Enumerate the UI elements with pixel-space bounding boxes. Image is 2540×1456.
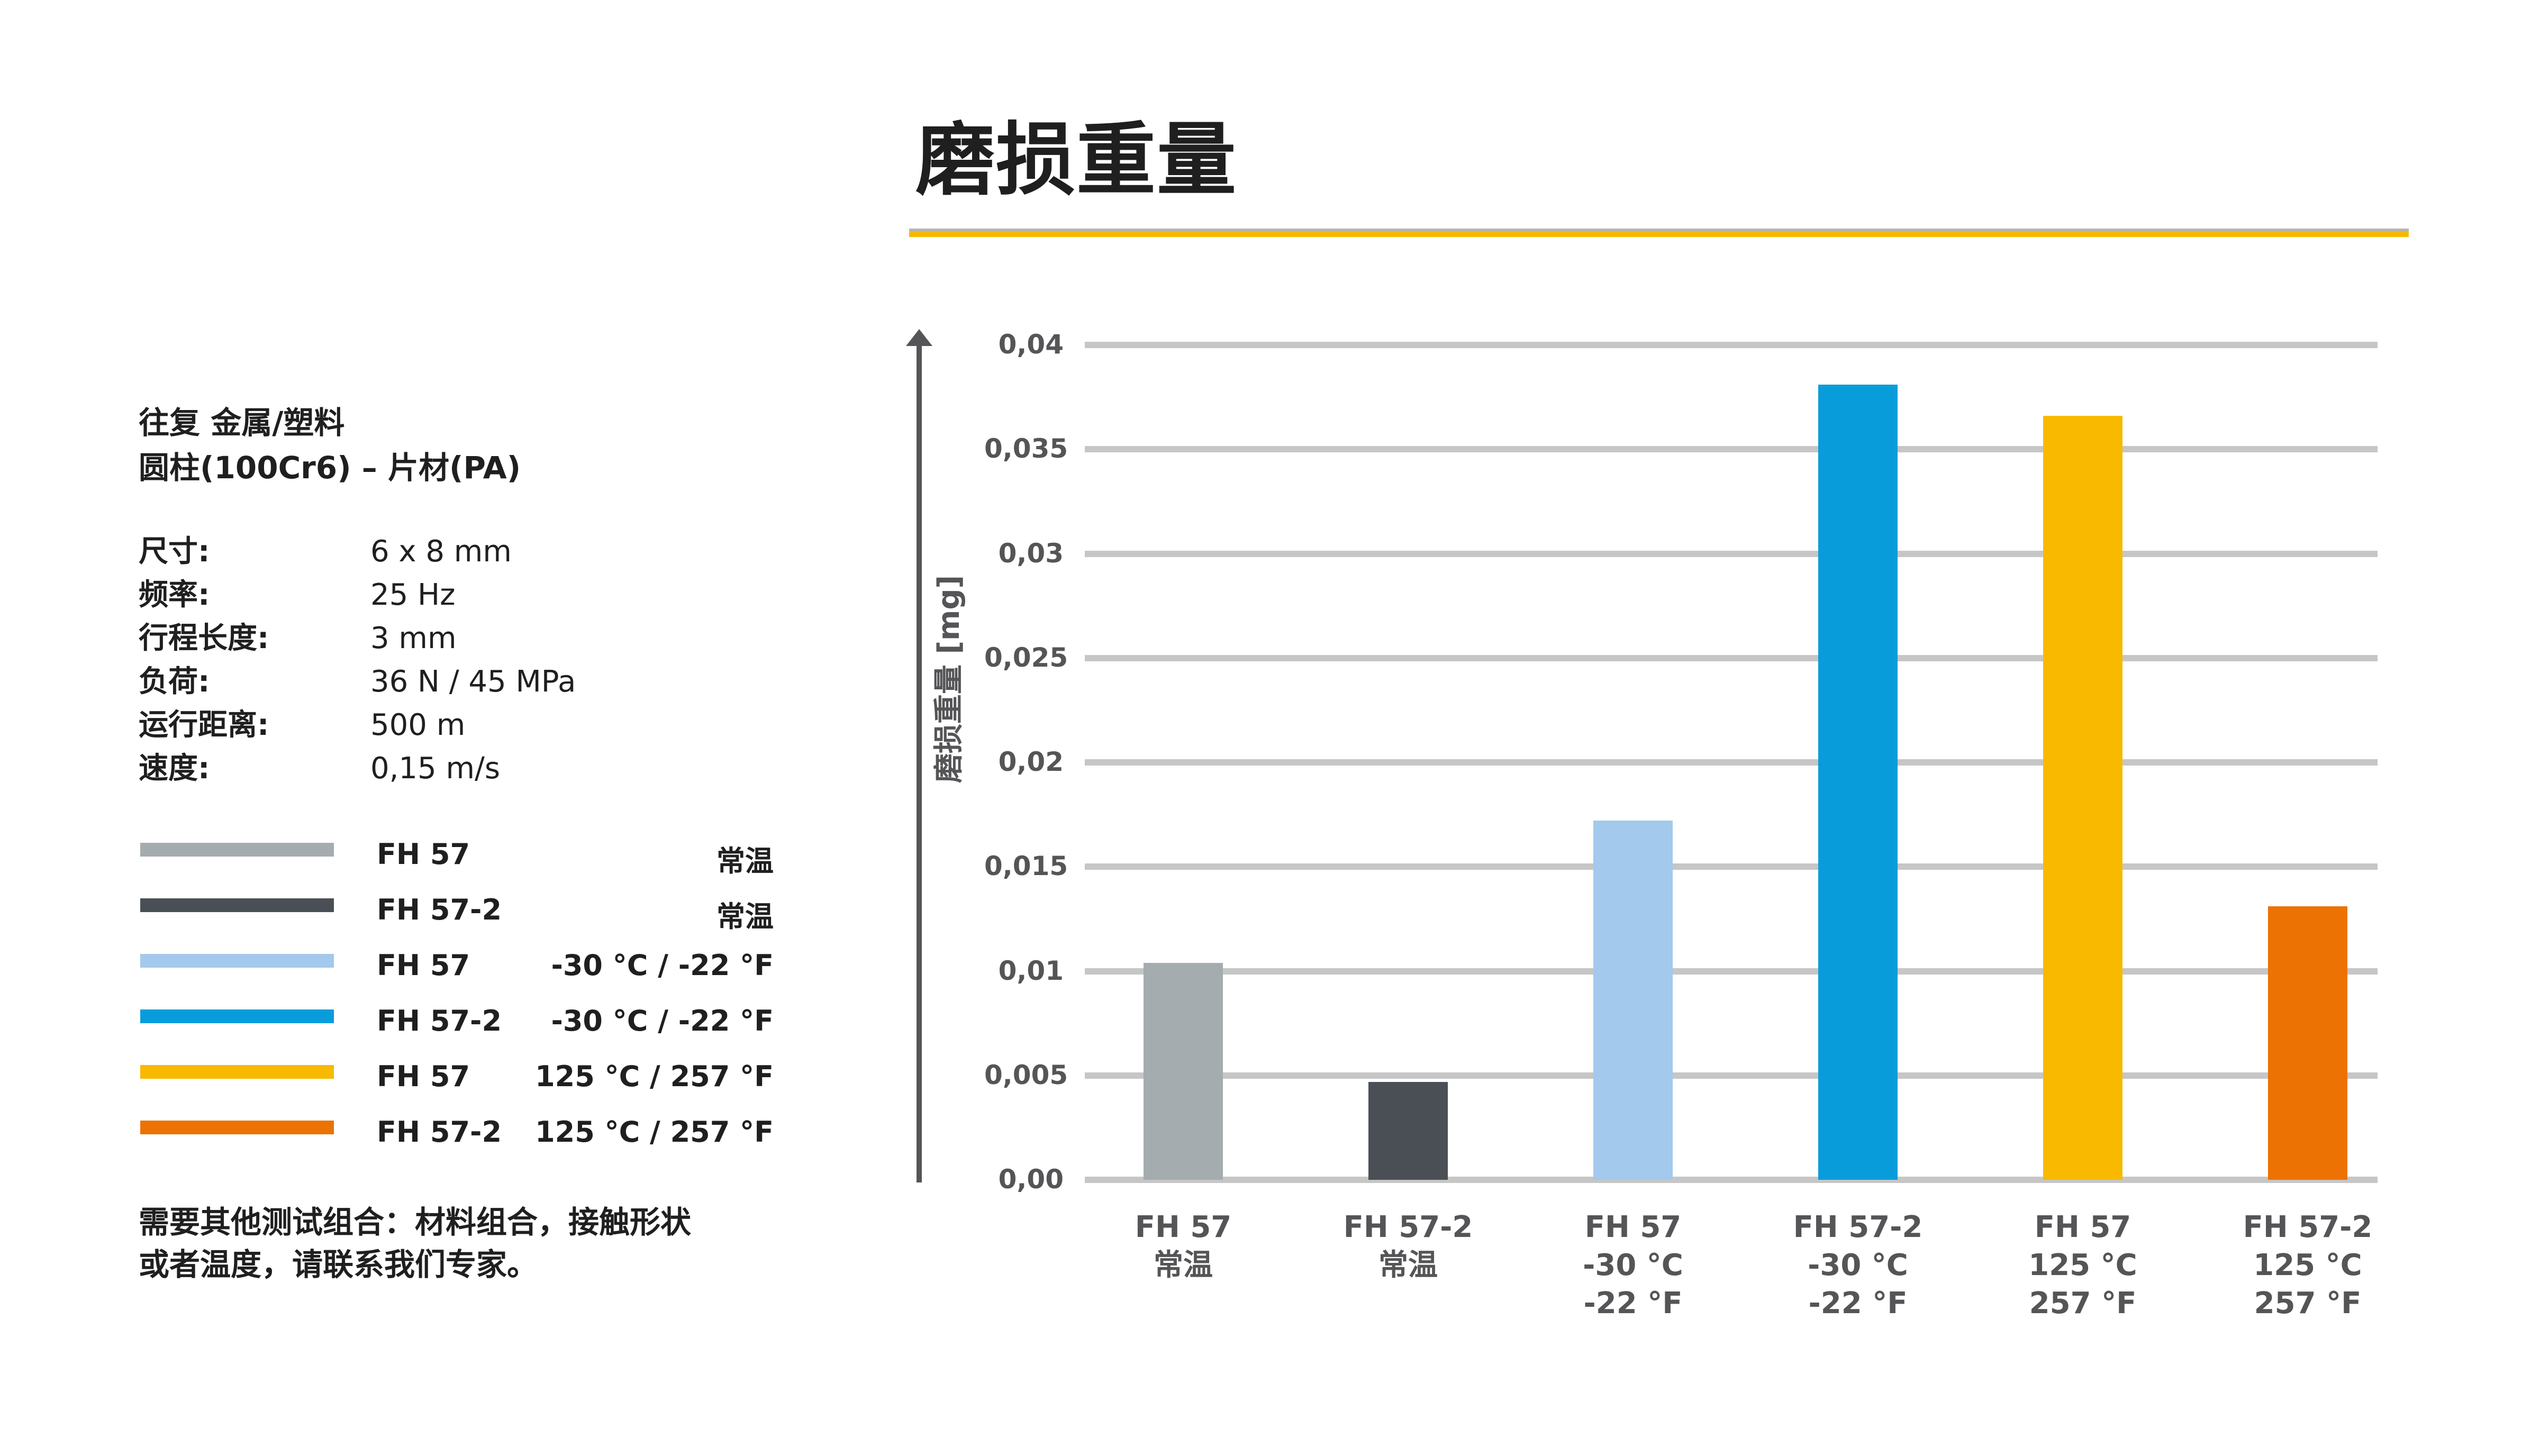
bar: [2268, 906, 2347, 1180]
y-tick-label: 0,00: [998, 1164, 1064, 1195]
legend-swatch: [140, 1065, 334, 1079]
y-tick-label: 0,005: [984, 1059, 1068, 1090]
legend-condition: 常温: [716, 900, 774, 933]
y-tick-label: 0,02: [998, 747, 1064, 777]
y-tick-label: 0,015: [984, 851, 1068, 882]
legend-item: FH 57-2 -30 °C / -22 °F: [139, 1004, 774, 1038]
gridline: [1085, 446, 2378, 453]
chart-title: 磨损重量: [915, 114, 1238, 206]
x-axis-label: FH 57-2 125 °C 257 °F: [2243, 1210, 2373, 1321]
legend-condition: 125 °C / 257 °F: [535, 1060, 774, 1093]
footnote-line-2: 或者温度，请联系我们专家。: [139, 1246, 538, 1282]
bar: [1144, 962, 1223, 1180]
y-axis: [917, 339, 922, 1182]
param-value: 3 mm: [370, 621, 457, 656]
footnote: 需要其他测试组合：材料组合，接触形状 或者温度，请联系我们专家。: [139, 1201, 691, 1286]
x-axis-label: FH 57-2 常温: [1343, 1210, 1473, 1282]
gridline: [1085, 654, 2378, 661]
param-value: 25 Hz: [370, 578, 456, 612]
legend-condition: -30 °C / -22 °F: [551, 949, 774, 982]
legend-item: FH 57 125 °C / 257 °F: [139, 1060, 774, 1093]
y-axis-label: 磨损重量 [mg]: [932, 575, 966, 783]
legend-item: FH 57-2 125 °C / 257 °F: [139, 1115, 774, 1149]
setup-materials: 圆柱(100Cr6) – 片材(PA): [139, 450, 521, 486]
legend-series-name: FH 57: [377, 838, 470, 871]
bar: [1818, 384, 1898, 1180]
gridline: [1085, 968, 2378, 975]
param-row: 运行距离: 500 m: [139, 711, 774, 748]
legend-item: FH 57-2 常温: [139, 893, 774, 933]
bar: [2043, 416, 2122, 1180]
setup-description: 往复 金属/塑料: [139, 405, 345, 441]
param-label: 运行距离:: [139, 708, 269, 742]
legend-series-name: FH 57-2: [377, 893, 502, 926]
param-row: 负荷: 36 N / 45 MPa: [139, 667, 774, 704]
y-tick-label: 0,04: [998, 329, 1064, 360]
bar: [1593, 821, 1673, 1180]
legend-condition: -30 °C / -22 °F: [551, 1004, 774, 1038]
gridline: [1085, 863, 2378, 870]
legend-series-name: FH 57-2: [377, 1115, 502, 1149]
param-label: 频率:: [139, 578, 210, 612]
x-axis-label: FH 57 -30 °C -22 °F: [1583, 1210, 1683, 1321]
param-value: 0,15 m/s: [370, 751, 501, 786]
y-tick-label: 0,03: [998, 538, 1064, 569]
y-tick-label: 0,035: [984, 433, 1068, 465]
legend-condition: 常温: [716, 844, 774, 878]
bar: [1368, 1081, 1448, 1180]
x-axis-label: FH 57-2 -30 °C -22 °F: [1793, 1210, 1923, 1321]
gridline: [1085, 342, 2378, 348]
x-axis-label: FH 57 125 °C 257 °F: [2028, 1210, 2137, 1321]
param-row: 频率: 25 Hz: [139, 580, 774, 617]
legend-series-name: FH 57: [377, 1060, 470, 1093]
param-label: 行程长度:: [139, 621, 269, 656]
legend-swatch: [140, 1009, 334, 1023]
legend-item: FH 57 常温: [139, 838, 774, 878]
title-underline: [909, 229, 2409, 237]
footnote-line-1: 需要其他测试组合：材料组合，接触形状: [139, 1204, 692, 1240]
legend-series-name: FH 57-2: [377, 1004, 502, 1038]
param-label: 速度:: [139, 751, 210, 786]
gridline: [1085, 1072, 2378, 1079]
param-row: 行程长度: 3 mm: [139, 624, 774, 661]
param-value: 36 N / 45 MPa: [370, 665, 576, 699]
gridline: [1085, 759, 2378, 766]
legend-swatch: [140, 898, 334, 912]
param-value: 6 x 8 mm: [370, 534, 512, 569]
gridline: [1085, 1177, 2378, 1183]
param-label: 负荷:: [139, 665, 210, 699]
legend-condition: 125 °C / 257 °F: [535, 1115, 774, 1149]
legend-swatch: [140, 954, 334, 968]
param-value: 500 m: [370, 708, 466, 742]
y-tick-label: 0,025: [984, 642, 1068, 673]
legend-series-name: FH 57: [377, 949, 470, 982]
param-label: 尺寸:: [139, 534, 210, 569]
param-row: 尺寸: 6 x 8 mm: [139, 537, 774, 574]
gridline: [1085, 550, 2378, 557]
legend-item: FH 57 -30 °C / -22 °F: [139, 949, 774, 982]
legend-swatch: [140, 1121, 334, 1134]
y-tick-label: 0,01: [998, 955, 1064, 986]
param-row: 速度: 0,15 m/s: [139, 754, 774, 791]
x-axis-label: FH 57 常温: [1135, 1210, 1232, 1282]
legend-swatch: [140, 843, 334, 857]
